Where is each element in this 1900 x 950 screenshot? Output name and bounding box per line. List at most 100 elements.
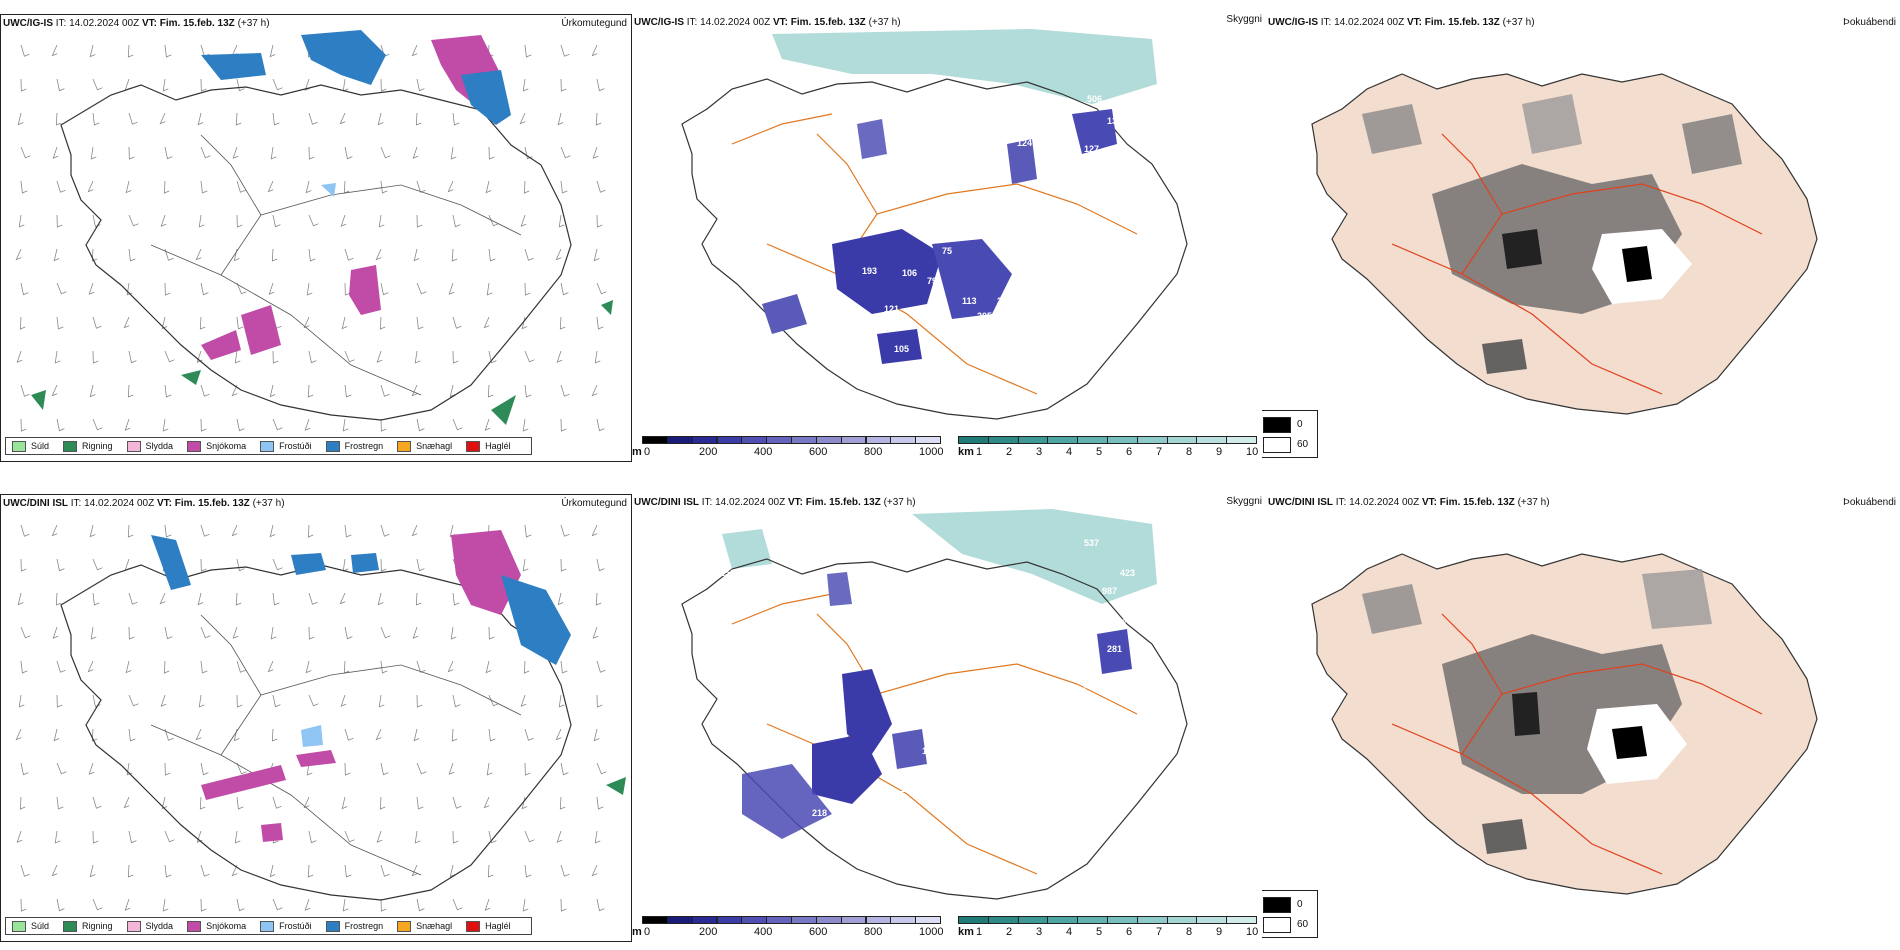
wind-barb [560,864,570,877]
wind-barb [92,316,102,329]
wind-barb [341,796,348,810]
wind-barb [380,282,389,296]
colorbar-tick: 8 [1186,446,1193,458]
wind-barb [304,418,311,431]
wind-barb [91,248,98,262]
wind-barb [200,78,207,92]
wind-barb [272,214,281,228]
vt-label: VT: [787,497,803,508]
legend-item: Slydda [126,920,173,932]
wind-barb [488,248,496,262]
fog-title: Þokuábendi [1843,17,1896,28]
legend-item: Rigning [63,440,113,452]
wind-barb [18,694,25,708]
wind-barb [56,180,66,193]
wind-barb [17,112,24,126]
cloud-height-label: 423 [1120,568,1135,578]
wind-barb [596,78,605,92]
wind-barb [199,796,206,810]
wind-barb [198,214,205,228]
wind-barb [452,592,460,606]
wind-barb [20,660,28,674]
wind-barb [267,180,274,193]
wind-barb [164,728,174,741]
wind-barb [415,112,422,126]
wind-barb [164,350,175,363]
wind-barb [19,796,26,810]
colorbar-tick: 2 [1006,446,1013,458]
visibility-colorbar: km 1 2 3 4 5 6 7 8 9 10 [958,916,1258,942]
cloud-height-label: 142 [1037,708,1052,718]
legend-swatch [126,920,141,932]
wind-barb [343,660,350,674]
legend-item: Haglél [466,440,511,452]
wind-barb [524,384,532,398]
wind-barb [485,660,492,674]
wind-barb [159,112,166,125]
colorbar-segment [865,436,892,444]
wind-barb [56,898,65,912]
wind-barb [339,592,346,605]
wind-barb [596,898,605,912]
legend-item: Súld [12,920,50,932]
wind-barb [267,660,274,673]
fog-panel-bottom: UWC/DINI ISL IT: 14.02.2024 00Z VT: Fim.… [1262,494,1900,942]
wind-barb [305,180,312,194]
wind-barb [524,830,535,843]
cloud-height-label: 120 [824,318,839,328]
wind-barb [92,112,100,126]
vt-label: VT: [156,498,172,509]
cloud-height-label: 127 [1084,144,1099,154]
wind-barb [452,830,459,844]
wind-barb [596,180,606,193]
colorbar-segment [1226,436,1257,444]
fog-key-label: 60 [1297,919,1309,930]
wind-barb [200,180,208,194]
legend-label: Frostregn [344,441,384,451]
fog-key: 0 60 [1262,890,1318,938]
wind-barb [160,694,167,707]
wind-barb [272,796,282,809]
wind-barb [236,762,247,775]
wind-barb [560,180,568,194]
colorbar-segment [1196,436,1228,444]
wind-barb [307,864,314,878]
cloud-height-label: 121 [884,304,899,314]
cloud-height-label: 130 [1107,116,1122,126]
colorbar-segment [666,436,693,444]
wind-barb [596,214,603,228]
wind-barb [90,146,97,160]
wind-barb [20,44,30,57]
roads [150,614,522,876]
wind-barb [198,694,205,708]
wind-barb [414,350,421,364]
colorbar-segment [1017,436,1049,444]
legend-label: Súld [31,921,50,931]
it-value: 14.02.2024 00Z [69,18,140,29]
cloud-map-top: 506 130 127 124 221 75 91 116 193 106 79 113 231 121 2… [681,29,1188,420]
wind-barb [380,418,387,432]
colorbar-segment [1166,436,1198,444]
colorbar-tick: 0 [644,446,651,458]
wind-barb [596,316,604,330]
wind-barb [486,762,493,776]
wind-barb [199,316,206,330]
legend-item: Súld [12,440,49,452]
wind-barb [54,350,61,364]
wind-barb [89,44,96,58]
wind-barb [483,796,490,809]
wind-barb [128,830,137,844]
wind-barb [343,180,350,194]
cloud-height-label: 105 [894,344,909,354]
wind-barb [20,146,31,159]
precip-map-top [15,30,613,432]
vt-value: Fim. 15.feb. 13Z [159,18,235,29]
legend-swatch [12,440,26,452]
wind-barb [92,350,99,364]
colorbar-segment [642,436,668,444]
colorbar-tick: 3 [1036,446,1043,458]
ceiling-areas [742,572,1132,839]
wind-barb [488,694,499,707]
wind-barb [20,558,27,572]
wind-barb [344,830,355,843]
